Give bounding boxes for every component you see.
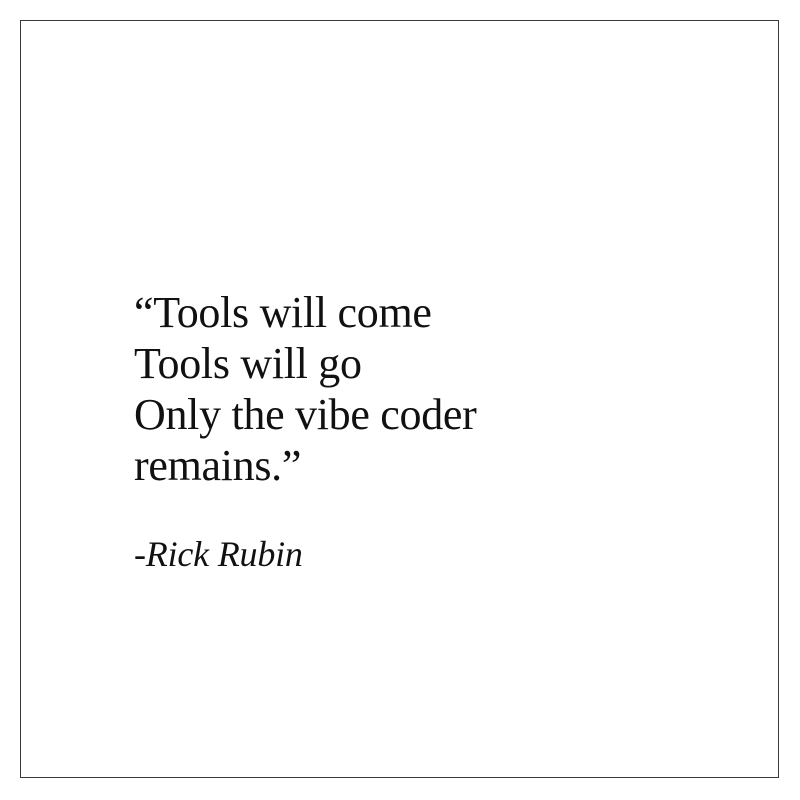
- quote-attribution: -Rick Rubin: [134, 534, 303, 574]
- quote-line-4: remains.”: [134, 441, 302, 490]
- quote-line-1: “Tools will come: [134, 288, 432, 337]
- quote-line-3: Only the vibe coder: [134, 390, 477, 439]
- quote-text: “Tools will come Tools will go Only the …: [134, 287, 477, 491]
- quote-line-2: Tools will go: [134, 339, 362, 388]
- quote-card: “Tools will come Tools will go Only the …: [20, 20, 779, 778]
